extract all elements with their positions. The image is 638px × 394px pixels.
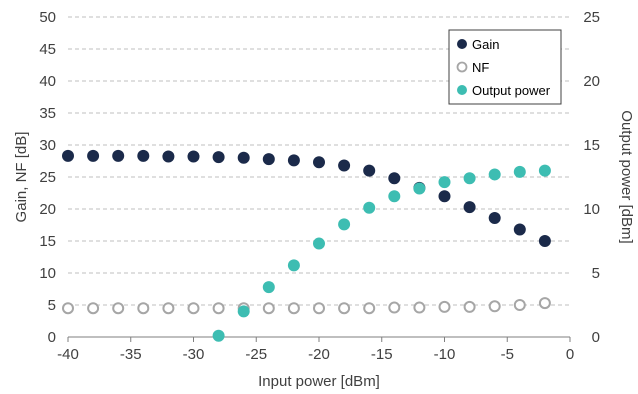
point-output-power [438,176,451,189]
legend-marker-gain [457,39,467,49]
point-gain [212,151,225,164]
y2-tick-label: 5 [592,265,600,282]
legend-box [448,29,562,105]
point-output-power [237,305,250,318]
point-gain [488,211,501,224]
point-gain [463,201,476,214]
point-nf [112,302,125,315]
point-nf [338,302,351,315]
point-nf [538,297,551,310]
point-gain [87,149,100,162]
legend-label-output-power: Output power [472,83,551,98]
point-nf [162,302,175,315]
axes [67,336,571,342]
x-tick-label: -25 [245,346,267,363]
y2-axis-title: Output power [dBm] [618,110,635,243]
point-gain [313,156,325,169]
point-output-power [313,237,325,250]
point-nf [62,302,74,315]
series-output-power [212,164,551,342]
point-gain [262,153,275,166]
y-axis-title: Gain, NF [dB] [13,132,30,223]
point-nf [87,302,100,315]
y-tick-label: 10 [39,265,56,282]
y2-tick-label: 15 [583,137,600,154]
legend-label-gain: Gain [472,37,499,52]
point-nf [287,302,300,315]
y-tick-label: 35 [39,105,56,122]
point-nf [137,302,150,315]
x-tick-label: -10 [434,346,456,363]
point-gain [513,223,526,236]
y-tick-label: 15 [39,233,56,250]
point-gain [112,149,125,162]
y-tick-label: 0 [48,329,56,346]
point-gain [388,172,401,185]
point-gain [363,164,376,177]
point-output-power [338,218,351,231]
point-nf [187,302,200,315]
y-tick-label: 50 [39,9,56,26]
x-tick-label: 0 [566,346,574,363]
point-nf [413,301,426,314]
x-tick-label: -30 [183,346,205,363]
x-tick-label: -5 [501,346,514,363]
series-nf [62,297,551,315]
point-gain [338,159,351,172]
point-gain [62,149,74,162]
point-nf [388,301,401,314]
point-gain [162,150,175,163]
point-nf [313,302,325,315]
y-tick-label: 45 [39,41,56,58]
y-tick-label: 5 [48,297,56,314]
point-output-power [488,168,501,181]
x-tick-label: -20 [308,346,330,363]
data-points [62,149,551,342]
point-gain [287,154,300,167]
y-tick-label: 20 [39,201,56,218]
point-gain [187,150,200,163]
legend-marker-nf [456,61,468,73]
point-nf [513,299,526,311]
point-nf [363,302,376,315]
point-gain [538,235,551,247]
series-gain [62,149,551,247]
y-tick-label: 40 [39,73,56,90]
point-output-power [463,172,476,185]
point-output-power [513,165,526,178]
point-gain [438,190,451,203]
y-tick-label: 30 [39,137,56,154]
y2-tick-label: 20 [583,73,600,90]
point-nf [212,302,225,315]
point-output-power [413,182,426,195]
point-nf [262,302,275,315]
legend-label-nf: NF [472,60,489,75]
point-nf [438,300,451,313]
y-tick-label: 25 [39,169,56,186]
legend: Gain NF Output power [448,29,562,105]
point-nf [463,300,476,313]
point-output-power [262,281,275,294]
tick-labels: -40 -35 -30 -25 -20 -15 -10 -5 0 0 5 10 15 20 25 30 35 40… [39,9,600,363]
y2-tick-label: 25 [583,9,600,26]
y2-tick-label: 10 [583,201,600,218]
x-axis-title: Input power [dBm] [258,373,380,390]
legend-marker-output-power [457,85,467,95]
point-gain [137,149,150,162]
y2-tick-label: 0 [592,329,600,346]
point-output-power [287,259,300,272]
point-output-power [388,190,401,203]
point-nf [488,300,501,313]
x-tick-label: -15 [371,346,393,363]
point-output-power [538,164,551,177]
point-output-power [363,201,376,214]
point-gain [237,151,250,164]
point-output-power [212,329,225,342]
x-tick-label: -40 [57,346,79,363]
x-tick-label: -35 [120,346,142,363]
